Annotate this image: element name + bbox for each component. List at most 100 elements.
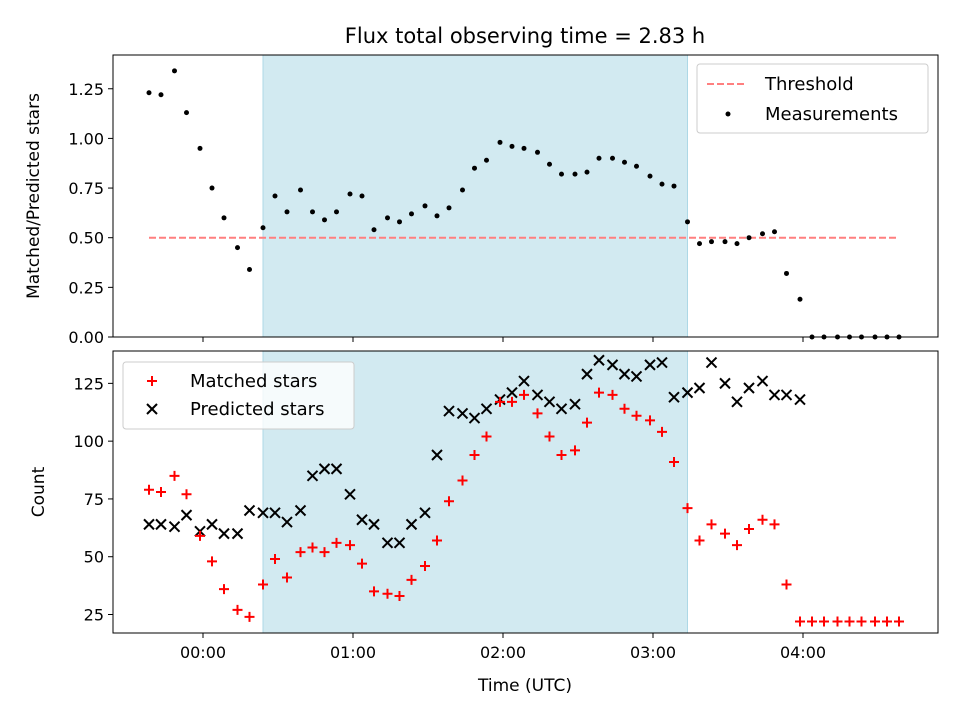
matched-star-point	[282, 572, 292, 583]
matched-star-point	[469, 450, 480, 461]
matched-star-point	[645, 415, 655, 426]
matched-star-point	[357, 558, 367, 569]
predicted-star-point	[443, 405, 455, 417]
matched-star-point	[781, 579, 792, 590]
measurement-point	[409, 211, 414, 217]
predicted-star-point	[518, 375, 530, 387]
predicted-star-point	[543, 396, 556, 408]
y-tick-label: 50	[84, 548, 104, 567]
predicted-star-point	[344, 488, 356, 501]
measurement-point	[298, 187, 303, 193]
matched-star-point	[544, 431, 555, 442]
ratio-panel: 0.00 0.25 0.50 0.75 1.00 1.25 Matched/Predict…	[24, 54, 939, 347]
predicted-star-point	[405, 518, 418, 531]
predicted-star-point	[356, 514, 368, 526]
predicted-star-point	[581, 368, 593, 380]
measurement-point	[634, 163, 639, 169]
predicted-star-point	[468, 412, 481, 424]
predicted-star-point	[431, 449, 443, 461]
matched-star-point	[832, 616, 843, 627]
predicted-star-point	[705, 356, 718, 369]
matched-star-point	[270, 554, 280, 565]
measurement-point	[322, 217, 327, 223]
measurement-point	[722, 239, 728, 245]
predicted-star-point	[218, 527, 230, 540]
predicted-star-point	[606, 359, 619, 371]
measurement-point	[610, 155, 615, 161]
threshold-legend-label: Threshold	[764, 74, 854, 95]
measurement-point	[221, 215, 227, 221]
matched-star-point	[870, 616, 880, 627]
matched-star-point	[744, 523, 754, 534]
matched-star-point	[345, 540, 355, 551]
matched-star-point	[631, 410, 642, 421]
y-tick-label: 0.75	[68, 179, 104, 198]
measurement-point	[197, 145, 203, 151]
count-panel-x-ticks: 00:00 01:00 02:00 03:00 04:00	[180, 633, 826, 662]
measurement-point	[209, 185, 215, 191]
measurements-legend-label: Measurements	[765, 104, 898, 125]
predicted-star-point	[780, 389, 793, 401]
matched-star-point	[295, 547, 306, 558]
measurement-point	[509, 143, 515, 149]
y-tick-label: 125	[73, 374, 104, 393]
measurement-point	[697, 241, 702, 247]
count-legend-frame	[122, 361, 355, 430]
count-panel: 25 50 75 100 125 00:00 01:00 02:00 03:00 04:00 C…	[29, 350, 939, 696]
measurement-point	[397, 219, 402, 225]
x-tick-label: 01:00	[330, 643, 376, 662]
predicted-star-point	[368, 518, 380, 531]
matched-star-point	[769, 519, 780, 530]
predicted-star-point	[143, 518, 155, 531]
measurement-point	[146, 90, 152, 96]
measurement-point	[235, 245, 240, 251]
predicted-star-point	[743, 382, 755, 394]
y-tick-label: 100	[73, 432, 104, 451]
matched-star-point	[582, 417, 592, 428]
measurement-point	[472, 165, 477, 171]
matched-star-point	[156, 487, 166, 497]
measurement-point	[521, 145, 527, 151]
measurement-point	[422, 203, 428, 209]
measurement-point	[359, 193, 365, 199]
matched-star-point	[519, 389, 529, 400]
matched-star-point	[507, 396, 517, 407]
ratio-panel-shaded-span	[262, 54, 688, 338]
matched-legend-swatch	[147, 376, 157, 386]
measurement-point	[385, 215, 390, 221]
matched-legend-label: Matched stars	[190, 371, 317, 392]
measurement-point	[434, 213, 440, 219]
predicted-star-point	[555, 403, 568, 415]
predicted-legend-swatch	[146, 403, 158, 415]
matched-star-point	[720, 528, 730, 539]
matched-star-point	[195, 530, 205, 541]
count-panel-legend: Matched stars Predicted stars	[122, 361, 355, 430]
matched-stars-points	[144, 387, 904, 627]
predicted-star-point	[257, 507, 269, 519]
ratio-panel-legend: Threshold Measurements	[696, 63, 929, 134]
y-tick-label: 0.00	[68, 328, 104, 347]
measurement-point	[671, 183, 677, 189]
matched-star-point	[882, 616, 892, 627]
measurement-point	[746, 235, 752, 241]
matched-star-point	[432, 535, 442, 546]
matched-star-point	[394, 591, 405, 602]
matched-star-point	[844, 616, 855, 627]
chart-title: Flux total observing time = 2.83 h	[345, 24, 705, 48]
matched-star-point	[607, 389, 618, 400]
predicted-star-point	[681, 386, 694, 399]
predicted-star-point	[294, 504, 307, 517]
measurement-point	[484, 157, 489, 163]
measurement-point	[535, 149, 540, 155]
count-panel-frame	[112, 350, 939, 634]
predicted-star-point	[768, 389, 781, 401]
measurement-point	[184, 110, 189, 116]
matched-star-point	[382, 588, 393, 599]
measurement-point	[247, 266, 252, 272]
matched-star-point	[244, 611, 255, 622]
y-tick-label: 0.50	[68, 229, 104, 248]
matched-star-point	[694, 535, 705, 546]
matched-star-point	[657, 426, 667, 437]
measurements-legend-swatch	[725, 111, 731, 117]
y-tick-label: 25	[84, 606, 104, 625]
